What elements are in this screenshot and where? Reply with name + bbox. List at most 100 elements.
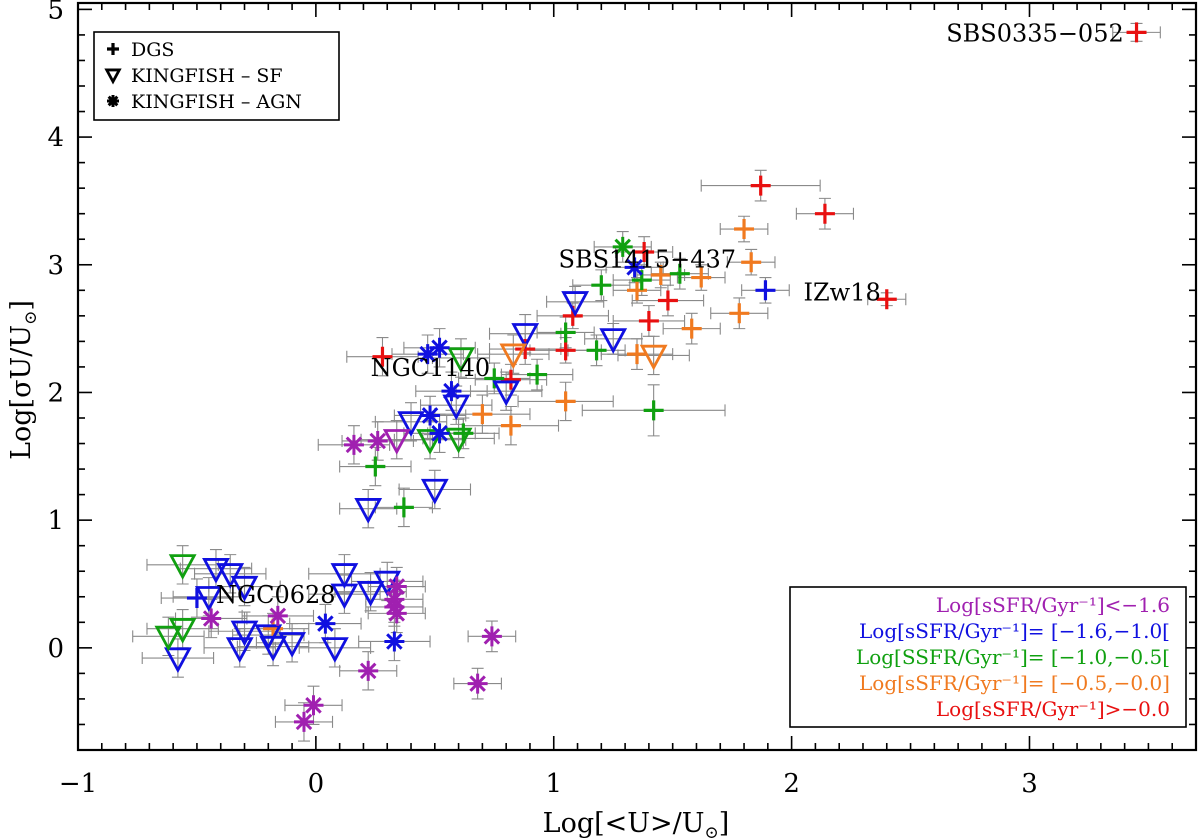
data-point-triangle [382, 429, 411, 455]
error-bar [298, 628, 372, 668]
data-point-triangle [194, 586, 223, 612]
data-point-triangle [168, 618, 197, 644]
x-tick-label: 3 [1021, 769, 1038, 799]
legend-marker-triangle [104, 68, 122, 85]
error-bar [351, 561, 424, 602]
data-point-plus [734, 219, 755, 240]
data-point-triangle [330, 563, 359, 589]
error-bar [146, 608, 219, 649]
annotation-label: NGC1140 [371, 354, 491, 382]
color-legend-entry: Log[sSFR/Gyr⁻¹]>−0.0 [936, 697, 1170, 721]
y-tick-label: 0 [47, 634, 64, 664]
data-point-asterisk [481, 626, 502, 647]
color-legend-entry: Log[sSFR/Gyr⁻¹]= [−1.6,−1.0[ [859, 619, 1170, 643]
x-tick-label: 0 [308, 769, 325, 799]
legend-label: DGS [131, 39, 174, 61]
y-tick-label: 1 [47, 506, 64, 536]
data-point-plus [814, 203, 835, 224]
data-point-asterisk [624, 257, 645, 278]
y-tick-label: 5 [47, 0, 64, 25]
data-point-asterisk [612, 236, 633, 257]
data-point-plus [555, 391, 576, 412]
data-point-plus [627, 280, 647, 301]
data-point-triangle [354, 498, 383, 524]
error-bar [141, 638, 215, 678]
marker-legend-box [93, 31, 340, 121]
data-point-plus [750, 175, 771, 196]
data-point-triangle [599, 328, 628, 354]
data-point-plus [586, 340, 607, 361]
color-legend-entry: Log[sSFR/Gyr⁻¹]<−1.6 [936, 593, 1170, 617]
data-point-plus [691, 267, 712, 288]
data-point-plus [638, 310, 659, 331]
annotation-label: SBS1415+437 [559, 245, 737, 273]
error-bar [203, 628, 276, 668]
data-point-triangle [164, 647, 192, 674]
x-tick-label: 2 [783, 769, 800, 799]
data-point-triangle [259, 635, 287, 662]
data-point-triangle [492, 380, 521, 407]
error-bar [419, 385, 493, 425]
data-point-asterisk [429, 337, 450, 358]
data-point-plus [643, 400, 664, 421]
markers-layer [154, 22, 1147, 732]
error-bar [208, 611, 281, 651]
data-point-asterisk [303, 695, 324, 716]
data-point-plus [669, 263, 690, 284]
data-point-triangle [420, 478, 449, 505]
color-legend-box [789, 586, 1187, 728]
data-point-plus [500, 415, 521, 436]
data-point-plus [755, 280, 776, 301]
annotation-label: SBS0335−052 [946, 19, 1124, 47]
axis-ticks: −1 0 1 2 3 0 1 2 3 4 5 [47, 0, 1197, 799]
error-bar [617, 335, 690, 376]
data-point-plus [876, 289, 897, 310]
error-bar [179, 548, 253, 589]
error-bar [132, 616, 205, 657]
data-point-triangle [499, 343, 528, 370]
data-point-triangle [639, 344, 668, 371]
plot-frame [76, 1, 1198, 752]
legend-label: KINGFISH – SF [131, 65, 283, 87]
error-bar [477, 334, 550, 374]
data-point-triangle [356, 581, 385, 607]
data-point-plus [365, 456, 386, 477]
data-point-asterisk [386, 576, 407, 597]
data-point-triangle [216, 563, 245, 589]
data-point-asterisk [201, 608, 222, 629]
error-bar [308, 574, 381, 614]
data-point-plus [1126, 22, 1147, 43]
error-bar [584, 322, 643, 355]
data-point-triangle [230, 575, 259, 602]
y-tick-label: 4 [47, 123, 64, 153]
data-point-asterisk [420, 405, 441, 426]
error-bar [236, 626, 310, 667]
y-tick-label: 3 [47, 251, 64, 281]
x-tick-label: 1 [545, 769, 562, 799]
data-point-asterisk [384, 596, 405, 617]
data-point-asterisk [384, 631, 405, 652]
data-point-asterisk [441, 381, 462, 402]
data-point-asterisk [367, 430, 388, 451]
data-point-plus [484, 368, 505, 389]
data-point-asterisk [293, 711, 314, 732]
data-point-plus [657, 290, 678, 311]
error-bar [308, 554, 381, 594]
data-point-plus [393, 497, 414, 518]
data-point-asterisk [467, 673, 488, 694]
data-point-asterisk [358, 660, 379, 681]
legend-marker-asterisk [107, 95, 119, 107]
data-point-plus [555, 322, 576, 343]
data-point-asterisk [386, 603, 407, 624]
data-point-plus [634, 242, 655, 262]
legend-label: KINGFISH – AGN [131, 91, 302, 113]
data-point-triangle [230, 620, 259, 647]
data-point-asterisk [343, 434, 364, 455]
annotation-label: IZw18 [804, 279, 881, 307]
data-point-triangle [444, 427, 473, 454]
data-point-plus [681, 318, 702, 339]
data-point-triangle [168, 554, 197, 580]
data-point-plus [472, 404, 493, 425]
data-point-plus [372, 346, 393, 367]
